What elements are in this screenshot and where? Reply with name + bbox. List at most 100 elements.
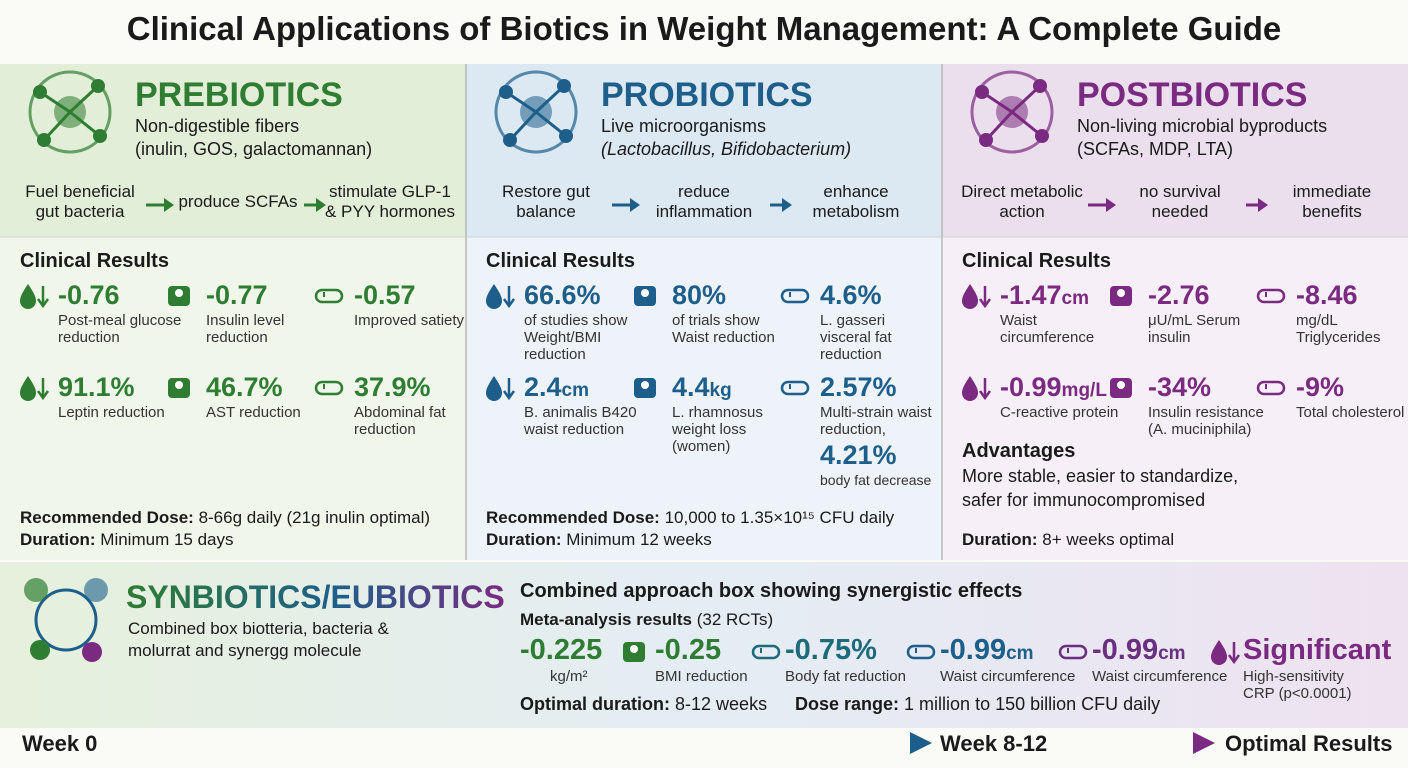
result-number: 46.7% (206, 372, 283, 402)
down-arrow-head (502, 298, 516, 309)
result-number: Significant (1243, 634, 1392, 666)
result-number: -0.225 (520, 634, 603, 666)
note: Duration: 8+ weeks optimal (962, 530, 1174, 550)
note-text: 8-12 weeks (675, 694, 768, 714)
tape-icon (1256, 288, 1286, 304)
flow-step: produce SCFAs (178, 192, 298, 211)
arrow-head (316, 198, 326, 212)
arrow-head (1106, 198, 1116, 212)
meta-line: Meta-analysis results (32 RCTs) (520, 610, 773, 630)
note-text: 8-66g daily (21g inulin optimal) (198, 508, 431, 527)
result-unit: cm (561, 380, 590, 401)
result-value: 46.7% (206, 372, 283, 403)
result-label: μU/mL Serum insulin (1148, 312, 1241, 346)
timeline-head (1193, 732, 1215, 754)
result-label: mg/dL Triglycerides (1296, 312, 1381, 346)
result-unit: cm (1061, 288, 1090, 309)
scale-dial (630, 645, 638, 653)
flow-step: enhance metabolism (812, 182, 900, 221)
result-number: -8.46 (1296, 280, 1358, 310)
note-label: Recommended Dose: (20, 508, 194, 527)
panel-description: Live microorganisms (601, 116, 767, 136)
note-label: Recommended Dose: (486, 508, 660, 527)
result-label: AST reduction (206, 404, 301, 421)
result-value: 2.57% (820, 372, 897, 403)
synbiotics-icon-node (24, 578, 48, 602)
drop-icon (486, 376, 502, 401)
panel-icon-node (975, 85, 989, 99)
result-value: -0.99cm (940, 634, 1034, 667)
panel-name: PREBIOTICS (135, 76, 343, 114)
result-value: 80% (672, 280, 726, 311)
down-arrow-head (978, 298, 992, 309)
note: Recommended Dose: 10,000 to 1.35×10¹⁵ CF… (486, 508, 894, 528)
result-value: -8.46 (1296, 280, 1358, 311)
note-label: Duration: (20, 530, 96, 549)
result-unit: kg (709, 380, 732, 401)
result-value: -0.76 (58, 280, 120, 311)
result-value: 66.6% (524, 280, 601, 311)
result-value: 4.4kg (672, 372, 732, 403)
result-number: -0.75% (785, 634, 877, 666)
panel-icon-node (93, 129, 107, 143)
drop-icon (962, 376, 978, 401)
note-text: 1 million to 150 billion CFU daily (904, 694, 1161, 714)
result-number: -0.25 (655, 634, 722, 666)
panel-description: (inulin, GOS, galactomannan) (135, 139, 373, 159)
result-number: -2.76 (1148, 280, 1210, 310)
result-number: 4.4 (672, 372, 710, 402)
page-title: Clinical Applications of Biotics in Weig… (126, 10, 1282, 47)
result-label: High-sensitivity CRP (p<0.0001) (1243, 668, 1352, 702)
panel-name: PROBIOTICS (601, 76, 813, 114)
result-unit: cm (1006, 643, 1034, 664)
drop-icon (20, 376, 36, 401)
flow-step: reduce inflammation (655, 182, 753, 221)
result-number: -0.99 (1092, 634, 1159, 666)
result-number: -1.47 (1000, 280, 1062, 310)
flow-step: no survival needed (1139, 182, 1221, 221)
results-heading: Clinical Results (486, 250, 635, 272)
meta-label: Meta-analysis results (520, 610, 692, 629)
panel-description: (SCFAs, MDP, LTA) (1077, 139, 1234, 159)
synbiotics-icon-node (84, 578, 108, 602)
result-label: L. gasseri visceral fat reduction (820, 312, 892, 363)
note: Recommended Dose: 8-66g daily (21g inuli… (20, 508, 430, 528)
panel-description: Non-digestible fibers (135, 116, 300, 136)
panel-icon-node (33, 85, 47, 99)
drop-icon (486, 284, 502, 309)
panel-icon-node (91, 79, 105, 93)
flow-step: Restore gut balance (502, 182, 590, 221)
panel-icon-node (1035, 129, 1049, 143)
synbiotics-heading: Combined approach box showing synergisti… (520, 580, 1023, 602)
note-label: Duration: (962, 530, 1038, 549)
result-value: -0.75% (785, 634, 877, 667)
arrow-head (1258, 198, 1268, 212)
result-label: C-reactive protein (1000, 404, 1119, 421)
tape-icon (314, 288, 344, 304)
result-label: L. rhamnosus weight loss (women) (672, 404, 763, 455)
panel-description: (Lactobacillus, Bifidobacterium) (601, 139, 852, 159)
result-value: -34% (1148, 372, 1211, 403)
result-number: -34% (1148, 372, 1212, 402)
result-value: -0.57 (354, 280, 416, 311)
tape-icon (906, 644, 936, 660)
synbiotics-description: Combined box biotteria, bacteria & molur… (128, 619, 389, 660)
result-value: -2.76 (1148, 280, 1210, 311)
result-label: Multi-strain waist reduction, (820, 404, 932, 438)
note: Duration: Minimum 15 days (20, 530, 234, 550)
flow-step: immediate benefits (1292, 182, 1372, 221)
drop-icon (962, 284, 978, 309)
result-label: body fat decrease (820, 472, 932, 488)
result-label: Improved satiety (354, 312, 465, 329)
tape-icon (314, 380, 344, 396)
panel-icon (494, 70, 578, 154)
result-value: -0.99mg/L (1000, 372, 1107, 403)
result-number: 91.1% (58, 372, 135, 402)
result-number: 80% (672, 280, 727, 310)
result-number: -0.77 (206, 280, 268, 310)
result-label: Waist circumference (1092, 668, 1228, 685)
synbiotics-icon-node (30, 640, 50, 660)
result-label: Post-meal glucose reduction (58, 312, 182, 346)
panel-icon-node (1033, 79, 1047, 93)
